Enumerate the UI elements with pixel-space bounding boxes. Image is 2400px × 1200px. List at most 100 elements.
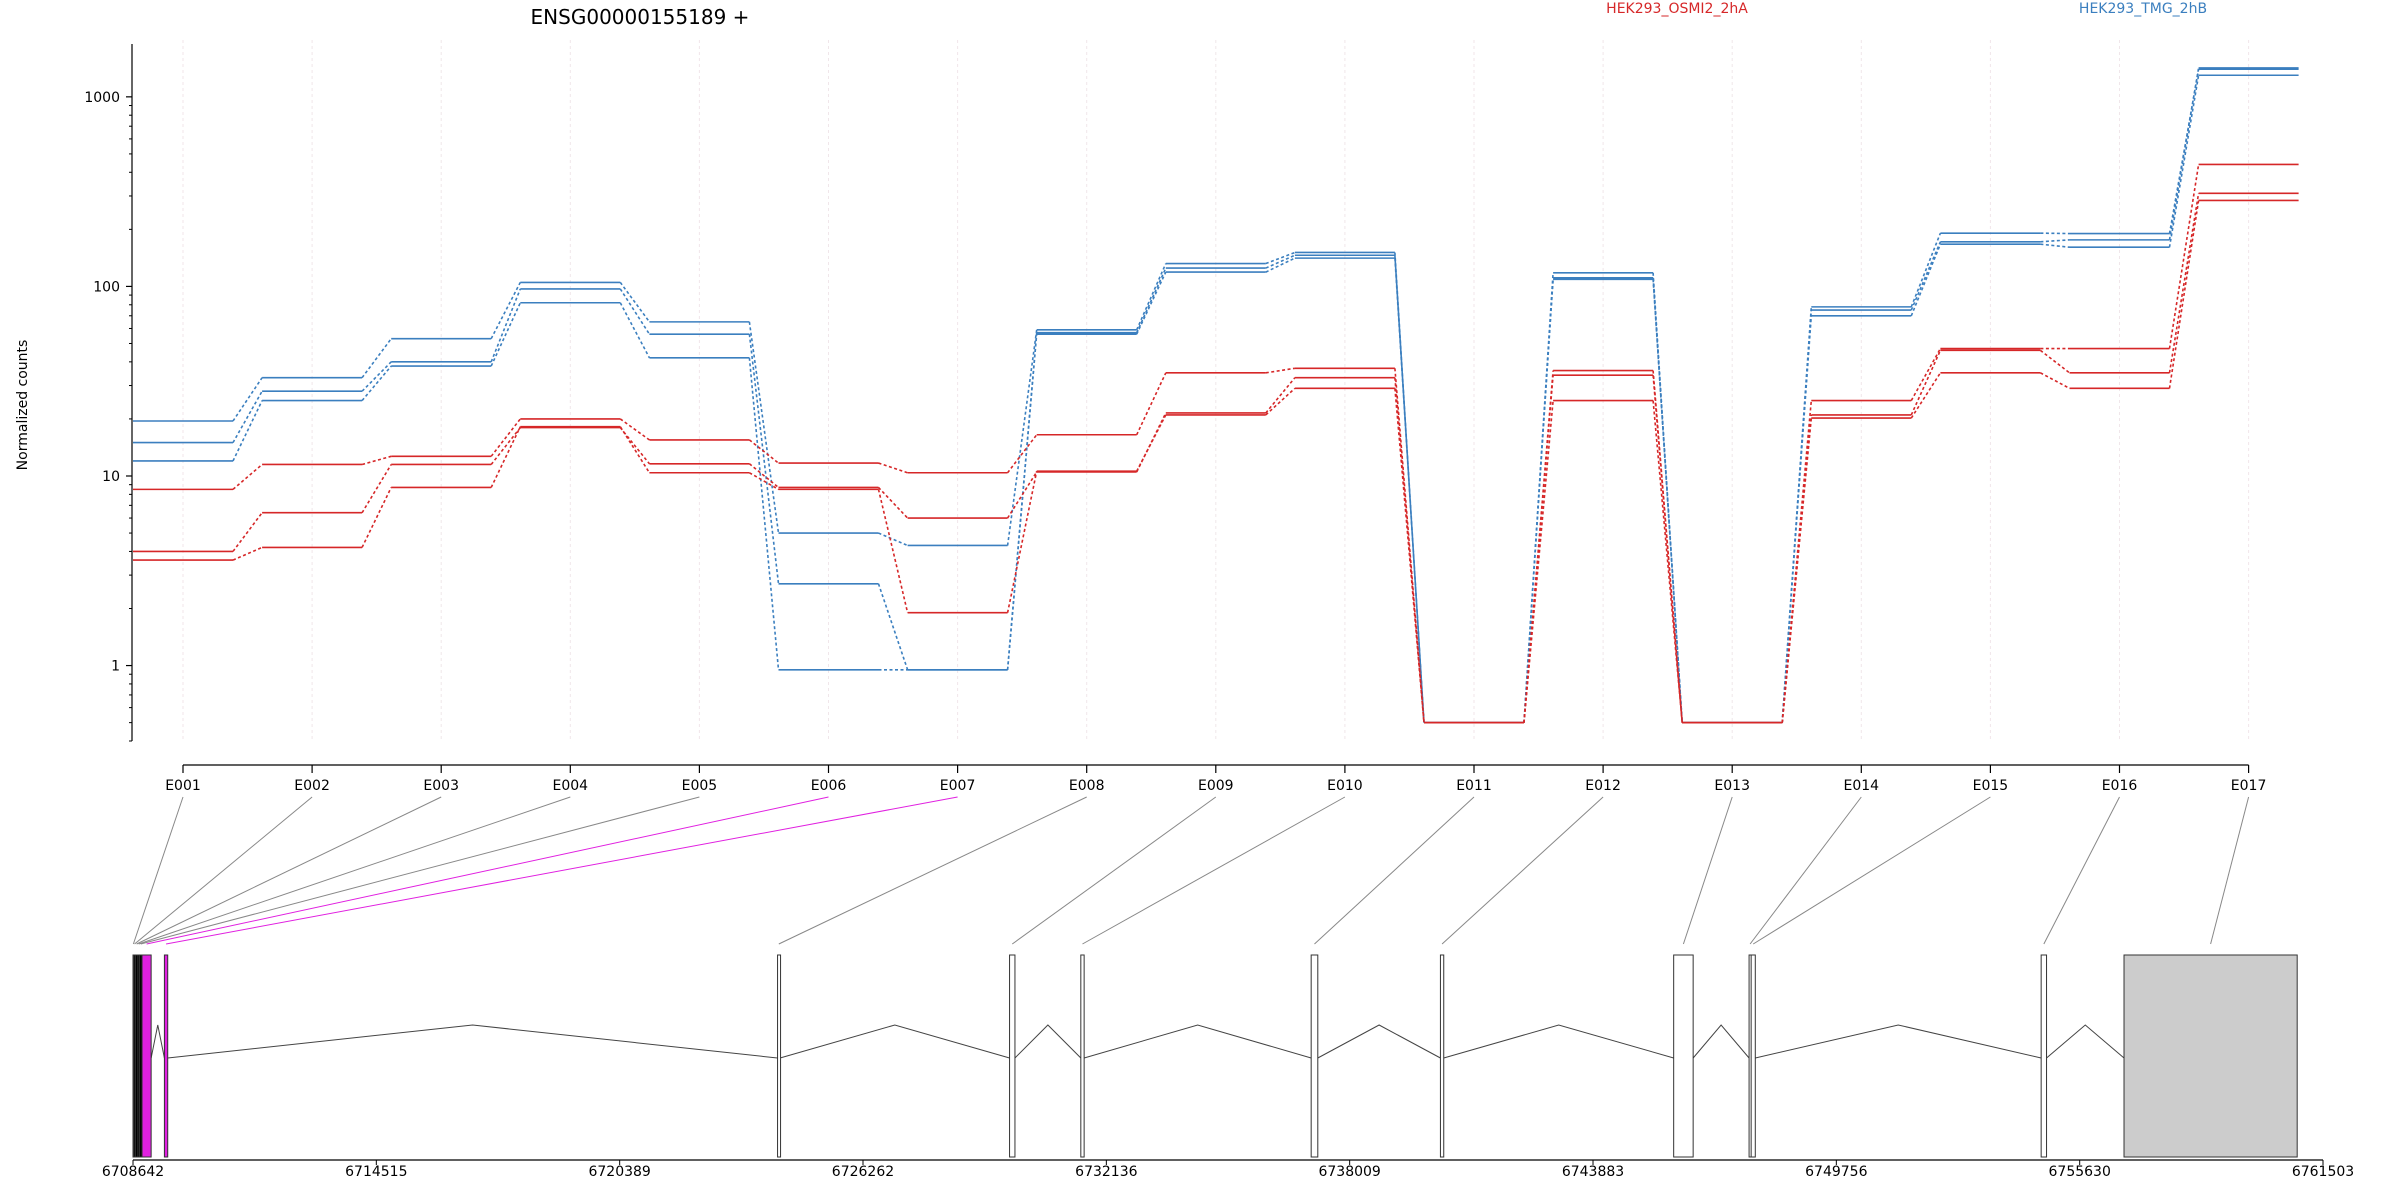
y-tick-label-10: 10 [102,469,120,485]
exon-connector-e001 [132,796,184,945]
intron-10 [2046,1024,2125,1059]
y-axis-label: Normalized counts [15,340,31,471]
connector-e015 [2039,349,2070,374]
connector-e015 [2040,239,2070,243]
connector-e008 [1135,372,1167,436]
connector-e014 [1910,232,1942,308]
genomic-tick-label: 6761503 [2292,1164,2354,1180]
exon-connector-e017 [2210,796,2250,945]
x-tick-label-e006: E006 [811,778,847,794]
connector-e006 [878,462,908,474]
connector-e007 [1006,471,1038,613]
connector-e014 [1910,372,1942,419]
connector-e001 [232,390,263,444]
intron-1 [150,1024,165,1059]
connector-e007 [1006,329,1038,546]
vertical-gridlines [182,40,2250,739]
exon-e017 [2123,954,2298,1158]
connector-e007 [1006,434,1038,474]
connector-e005 [748,439,779,464]
connector-e001 [232,463,263,490]
connector-e010 [1394,258,1425,723]
connector-e007 [1006,334,1038,670]
exon-e011 [1310,954,1319,1158]
connector-e001 [232,546,263,561]
chart-title: ENSG00000155189 + [531,5,750,29]
x-tick-label-e009: E009 [1198,778,1234,794]
connector-e016 [2168,193,2200,373]
connector-e006 [878,532,908,547]
connector-e015 [2040,243,2070,249]
x-tick-label-e007: E007 [940,778,976,794]
exon-connector-e013 [1682,796,1733,945]
exon-connector-e015 [1752,796,1991,945]
connector-e009 [1265,257,1296,273]
intron-7 [1443,1024,1674,1059]
genomic-tick-label: 6749756 [1805,1164,1867,1180]
y-axis: 1 10 100 1000 [84,44,133,742]
x-tick-label-e002: E002 [294,778,330,794]
intron-4 [1014,1024,1082,1059]
exon-e015 [1750,954,1756,1158]
connector-e004 [619,426,651,474]
exon-connector-e016 [2043,796,2120,945]
connector-e001 [232,512,263,552]
intron-9 [1755,1024,2042,1059]
connector-e007 [1006,471,1038,519]
connector-e003 [490,426,522,488]
intron-2 [167,1024,778,1059]
connector-e002 [361,455,392,466]
connector-e014 [1910,350,1942,416]
connector-e004 [619,302,651,359]
y-tick-label-100: 100 [93,279,120,295]
connector-e006 [877,486,909,519]
connector-e015 [2040,372,2070,390]
connector-e004 [619,418,650,441]
x-tick-label-e008: E008 [1069,778,1105,794]
connector-e002 [361,365,392,402]
exon-connector-e003 [136,796,442,945]
exon-connector-lines [132,796,2250,945]
x-tick-label-e011: E011 [1456,778,1492,794]
x-tick-label-e016: E016 [2102,778,2138,794]
connector-e016 [2168,164,2200,349]
exon-e007 [163,954,169,1158]
x-tick-label-e005: E005 [682,778,718,794]
series-6 [133,199,2299,724]
connector-e014 [1910,348,1942,401]
x-tick-label-e010: E010 [1327,778,1363,794]
exon-connector-e014 [1749,796,1862,945]
connector-e002 [361,361,392,392]
connector-e006 [877,489,909,613]
exon-e010 [1080,954,1085,1158]
exon-e013 [1673,954,1694,1158]
genomic-tick-label: 6714515 [345,1164,407,1180]
connector-e004 [619,281,651,323]
connector-e009 [1265,254,1296,269]
genomic-tick-label: 6755630 [2049,1164,2111,1180]
genomic-tick-label: 6708642 [102,1164,164,1180]
connector-e009 [1265,387,1296,416]
intron-8 [1692,1024,1750,1059]
exon-e012 [1439,954,1445,1158]
connector-e010 [1394,255,1425,723]
connector-e012 [1652,279,1683,723]
genomic-tick-label: 6732136 [1075,1164,1137,1180]
gene-model [132,954,2298,1158]
genomic-tick-label: 6738009 [1318,1164,1380,1180]
x-tick-label-e004: E004 [553,778,589,794]
exon-connector-e009 [1011,796,1217,945]
connector-e014 [1910,243,1942,317]
x-tick-label-e012: E012 [1585,778,1621,794]
connector-e005 [748,334,780,584]
genomic-coordinate-axis: 6708642 6714515 6720389 6726262 6732136 67380… [102,1159,2354,1180]
legend-entry-tmg: HEK293_TMG_2hB [2079,1,2207,17]
connector-e005 [748,321,780,534]
connector-e002 [361,487,392,548]
connector-e009 [1265,367,1296,374]
connector-e003 [490,418,521,457]
connector-e003 [490,288,522,363]
connector-e001 [232,400,263,462]
genomic-tick-label: 6743883 [1562,1164,1624,1180]
exon-e006 [141,954,152,1158]
